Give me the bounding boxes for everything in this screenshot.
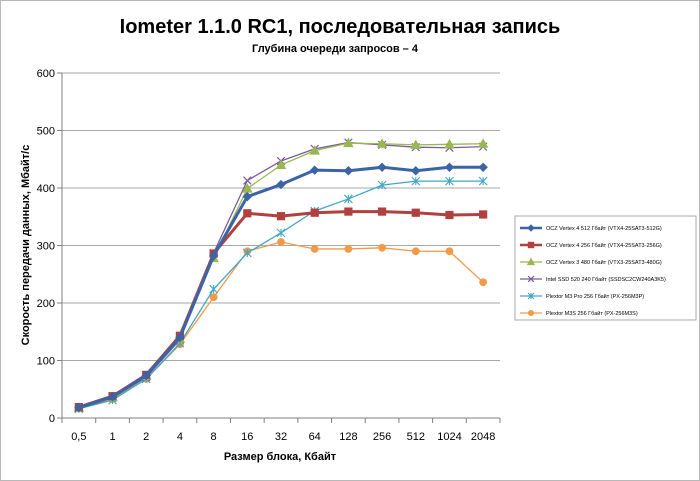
- data-point: [478, 176, 488, 186]
- data-point: [209, 293, 218, 302]
- data-point: [410, 139, 422, 149]
- legend-label: Plextor M3S 256 Гбайт (PX-256M3S): [546, 310, 638, 317]
- data-point: [376, 138, 388, 148]
- series-1: [74, 162, 488, 413]
- data-point: [377, 207, 387, 216]
- data-point: [444, 138, 455, 149]
- data-point: [276, 228, 286, 238]
- data-point: [411, 166, 421, 176]
- series-6: [74, 238, 488, 413]
- data-point: [411, 208, 420, 217]
- data-point: [276, 179, 286, 190]
- data-point: [343, 166, 354, 176]
- data-point: [378, 243, 386, 252]
- legend-entry: Intel SSD 520 240 Гбайт (SSDSC2CW240A3K5…: [520, 275, 666, 283]
- data-point: [445, 176, 454, 186]
- data-point: [445, 210, 454, 220]
- chart-title: Iometer 1.1.0 RC1, последовательная запи…: [120, 16, 561, 38]
- y-tick-label: 0: [49, 413, 55, 425]
- legend-label: Intel SSD 520 240 Гбайт (SSDSC2CW240A3K5…: [546, 276, 666, 283]
- data-point: [310, 208, 319, 217]
- data-point: [479, 278, 488, 287]
- data-point: [527, 292, 535, 300]
- legend-label: OCZ Vertex 4 512 Гбайт (VTX4-25SAT3-512G…: [546, 225, 662, 232]
- data-point: [527, 241, 535, 249]
- x-axis-label: Размер блока, Кбайт: [224, 451, 337, 463]
- y-tick-label: 500: [37, 126, 55, 138]
- series-3: [73, 137, 489, 412]
- x-tick-label: 2048: [471, 431, 495, 443]
- y-tick-label: 300: [37, 241, 55, 253]
- legend-entry: OCZ Vertex 4 256 Гбайт (VTX4-25SAT3-256G…: [520, 241, 662, 249]
- legend-box: [514, 215, 697, 321]
- data-point: [309, 165, 320, 175]
- legend-label: Plextor M3 Pro 256 Гбайт (PX-256M3P): [546, 293, 644, 300]
- data-point: [344, 245, 353, 253]
- data-point: [477, 138, 489, 148]
- data-point: [478, 162, 488, 173]
- x-tick-label: 128: [339, 431, 357, 443]
- data-point: [527, 224, 535, 232]
- x-tick-label: 512: [407, 431, 425, 443]
- x-tick-label: 64: [309, 431, 321, 443]
- legend-entry: OCZ Vertex 3 480 Гбайт (VTX3-25SAT3-480G…: [520, 257, 662, 266]
- data-point: [444, 162, 455, 173]
- y-tick-label: 600: [37, 68, 55, 80]
- data-point: [411, 247, 420, 256]
- x-tick-label: 256: [373, 431, 391, 443]
- x-tick-label: 1024: [437, 431, 461, 443]
- x-tick-label: 2: [143, 431, 149, 443]
- series-line: [78, 165, 484, 410]
- data-point: [141, 370, 151, 381]
- data-point: [309, 145, 320, 155]
- data-point: [277, 238, 285, 246]
- x-tick-label: 0,5: [71, 431, 86, 443]
- data-point: [479, 210, 488, 219]
- gridlines: [62, 72, 500, 361]
- x-tick-label: 8: [211, 431, 217, 443]
- data-point: [209, 284, 219, 294]
- axes: 0 100 200 300 400 500 600 0,5 1 2 4 8 16 32 64 128 256 51…: [37, 68, 501, 443]
- data-point: [276, 212, 286, 221]
- series-4: [74, 138, 488, 413]
- data-point: [343, 137, 354, 148]
- chart-subtitle: Глубина очереди запросов – 4: [252, 43, 419, 55]
- data-point: [344, 207, 353, 216]
- data-point: [377, 180, 387, 190]
- x-tick-label: 32: [275, 431, 287, 443]
- legend: OCZ Vertex 4 512 Гбайт (VTX4-25SAT3-512G…: [514, 215, 697, 321]
- data-point: [242, 191, 253, 202]
- data-point: [242, 248, 252, 258]
- data-point: [527, 275, 535, 283]
- data-point: [526, 257, 536, 266]
- data-point: [243, 176, 252, 185]
- data-point: [275, 159, 287, 170]
- y-tick-label: 200: [37, 298, 55, 310]
- legend-label: OCZ Vertex 4 256 Гбайт (VTX4-25SAT3-256G…: [546, 242, 662, 249]
- legend-entry: Plextor M3S 256 Гбайт (PX-256M3S): [520, 309, 638, 317]
- data-point: [74, 402, 84, 413]
- data-point: [243, 209, 252, 218]
- data-point: [411, 176, 421, 186]
- y-axis-label: Скорость передачи данных, Мбайт/с: [20, 145, 32, 346]
- data-point: [175, 332, 185, 343]
- data-point: [343, 194, 353, 204]
- series-group: [73, 137, 489, 414]
- data-point: [445, 247, 454, 256]
- y-tick-label: 400: [37, 183, 55, 195]
- data-point: [107, 392, 118, 402]
- data-point: [208, 251, 219, 261]
- legend-entry: Plextor M3 Pro 256 Гбайт (PX-256M3P): [520, 292, 644, 300]
- data-point: [310, 245, 319, 253]
- x-tick-label: 4: [177, 431, 183, 443]
- x-tick-label: 16: [241, 431, 253, 443]
- legend-label: OCZ Vertex 3 480 Гбайт (VTX3-25SAT3-480G…: [546, 259, 662, 266]
- data-point: [377, 162, 387, 173]
- x-tick-label: 1: [109, 431, 115, 443]
- data-point: [527, 309, 535, 317]
- y-tick-label: 100: [37, 356, 55, 368]
- legend-entry: OCZ Vertex 4 512 Гбайт (VTX4-25SAT3-512G…: [520, 224, 662, 232]
